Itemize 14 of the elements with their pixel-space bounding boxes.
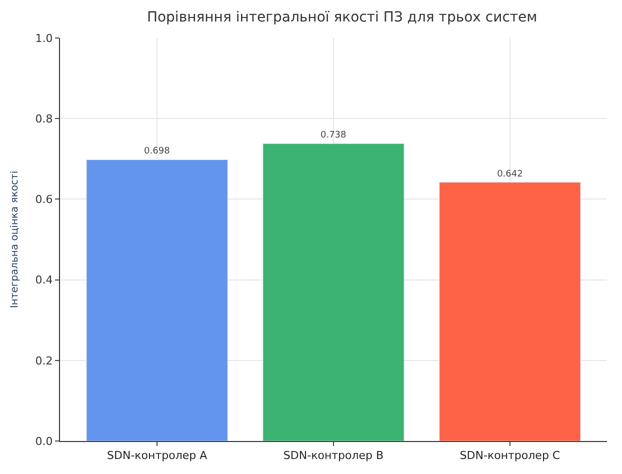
data-label: 0.698 — [144, 146, 170, 157]
x-tick-label: SDN-контролер A — [106, 449, 208, 462]
y-tick-label: 0.2 — [35, 354, 53, 368]
x-tick-label: SDN-контролер B — [283, 449, 384, 462]
y-axis-title: Інтегральна оцінка якості — [9, 170, 20, 308]
data-label: 0.642 — [497, 169, 523, 180]
chart-title: Порівняння інтегральної якості ПЗ для трьох систем — [146, 10, 538, 26]
data-label: 0.738 — [320, 130, 347, 141]
y-tick-label: 0.8 — [35, 112, 53, 126]
x-tick-label: SDN-контролер C — [460, 449, 560, 462]
y-tick-label: 1.0 — [35, 32, 53, 45]
y-tick-label: 0.6 — [35, 193, 53, 206]
y-tick-label: 0.4 — [35, 274, 53, 287]
y-tick-label: 0.0 — [35, 434, 53, 448]
